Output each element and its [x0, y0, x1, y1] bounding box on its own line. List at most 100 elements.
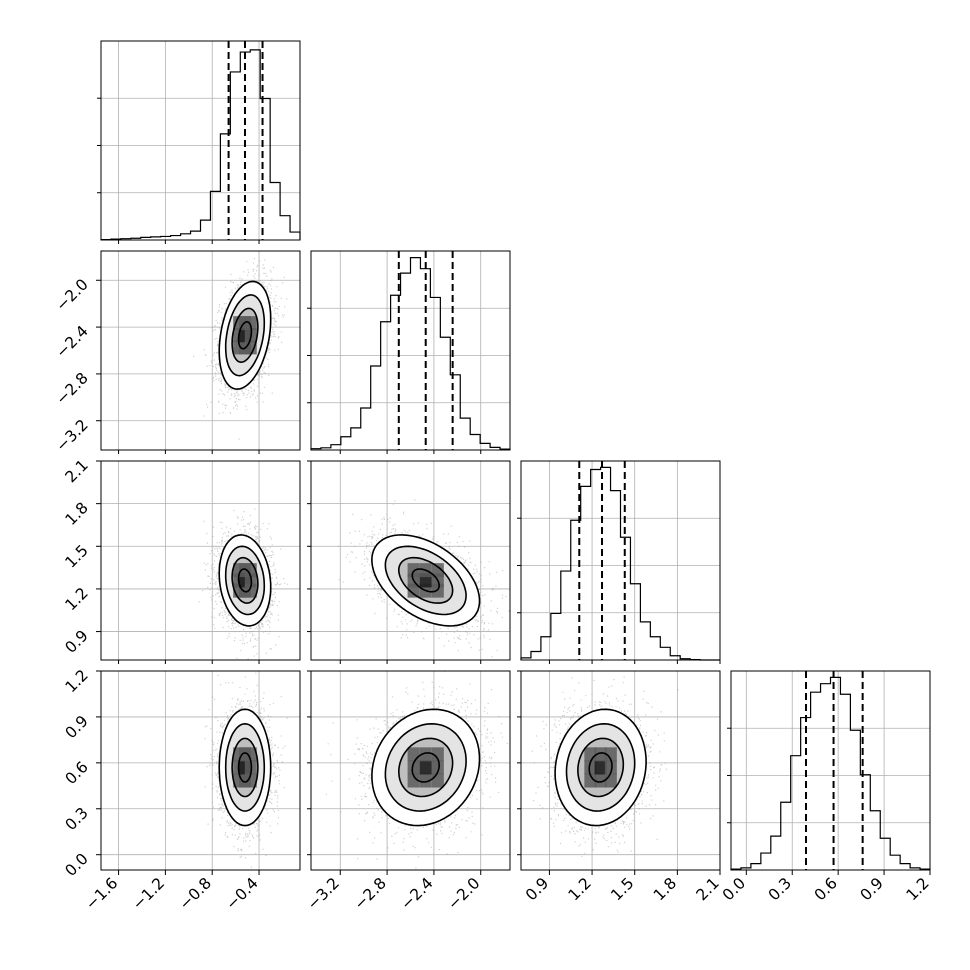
contour-line: [384, 722, 467, 812]
histogram-line: [520, 466, 720, 661]
histogram-line: [100, 49, 301, 241]
histogram-panel-0: [97, 40, 301, 241]
x-tick-label: 1.2: [565, 874, 595, 904]
x-tick-label: −1.2: [129, 874, 168, 913]
density-block: [407, 747, 420, 762]
histogram-line: [310, 257, 511, 450]
contour-line: [231, 737, 259, 798]
contour-line: [237, 568, 253, 593]
contour-line: [218, 708, 272, 827]
density-block: [604, 747, 617, 762]
histogram-panel-1: [307, 250, 511, 451]
contour-line: [224, 294, 266, 377]
panel-frame: [100, 40, 301, 241]
contour-line: [554, 708, 647, 827]
scatter-panel-3-1: [310, 670, 511, 871]
contour-line: [398, 556, 454, 604]
contour-line: [588, 752, 613, 783]
contour-line: [237, 320, 253, 350]
y-tick-label: 2.1: [62, 456, 92, 486]
x-tick-label: 0.6: [811, 874, 841, 904]
density-block: [604, 760, 617, 775]
x-tick-label: 0.3: [765, 874, 795, 904]
density-block: [594, 760, 607, 775]
x-tick-label: 1.5: [607, 874, 637, 904]
histogram-line: [730, 676, 931, 870]
density-block: [419, 773, 432, 788]
contour-line: [371, 708, 481, 827]
y-tick-label: 0.9: [62, 712, 92, 742]
panel-frame: [100, 250, 301, 451]
density-block: [244, 773, 257, 788]
panel-frame: [310, 250, 511, 451]
scatter-area: [311, 671, 510, 870]
y-tick-label: −2.4: [52, 322, 91, 361]
scatter-area: [101, 461, 300, 660]
x-tick-label: 0.0: [719, 874, 749, 904]
density-block: [407, 563, 420, 578]
scatter-panel-1-0: [100, 250, 301, 451]
contour-line: [224, 722, 266, 812]
density-block: [244, 316, 257, 331]
contour-line: [218, 534, 272, 627]
histogram-panel-3: [727, 670, 931, 871]
density-block: [584, 773, 597, 788]
contour-line: [565, 722, 636, 812]
y-tick-label: 1.5: [62, 541, 92, 571]
density-block: [584, 760, 597, 775]
contour-line: [231, 556, 259, 604]
contour-line: [231, 307, 259, 364]
panel-frame: [520, 460, 721, 661]
scatter-panel-3-0: [100, 670, 301, 871]
y-tick-label: 0.9: [62, 627, 92, 657]
contour-line: [384, 545, 467, 616]
panel-frame: [310, 460, 511, 661]
y-tick-label: 0.3: [62, 804, 92, 834]
y-tick-label: −2.8: [52, 369, 91, 408]
scatter-panel-2-0: [100, 460, 301, 661]
y-tick-label: 1.8: [62, 499, 92, 529]
contour-line: [397, 737, 454, 798]
panel-frame: [520, 670, 721, 871]
x-tick-label: 0.9: [522, 874, 552, 904]
density-block: [431, 747, 444, 762]
density-block: [594, 747, 607, 762]
scatter-area: [311, 461, 510, 660]
panel-frame: [100, 670, 301, 871]
density-block: [407, 760, 420, 775]
histogram-panel-2: [517, 460, 721, 661]
x-tick-label: −2.4: [397, 874, 436, 913]
panel-frame: [100, 460, 301, 661]
y-tick-label: 0.6: [62, 758, 92, 788]
contour-line: [224, 545, 266, 616]
density-block: [419, 747, 432, 762]
y-tick-label: −2.0: [52, 275, 91, 314]
x-tick-label: −2.0: [444, 874, 483, 913]
scatter-area: [101, 671, 300, 870]
density-block: [244, 747, 257, 762]
scatter-panel-3-2: [520, 670, 721, 871]
y-tick-label: 0.0: [62, 850, 92, 880]
density-block: [407, 773, 420, 788]
scatter-area: [101, 251, 300, 450]
x-tick-label: 2.1: [693, 874, 723, 904]
y-tick-label: −3.2: [52, 416, 91, 455]
contour-line: [218, 280, 272, 390]
x-tick-label: 1.2: [903, 874, 933, 904]
contour-line: [237, 752, 253, 783]
x-tick-label: 1.8: [650, 874, 680, 904]
x-tick-label: −3.2: [304, 874, 343, 913]
scatter-area: [521, 671, 720, 870]
panel-frame: [730, 670, 931, 871]
density-block: [604, 773, 617, 788]
contour-line: [411, 568, 440, 593]
y-tick-label: 1.2: [62, 584, 92, 614]
density-block: [431, 563, 444, 578]
x-tick-label: −0.4: [223, 874, 262, 913]
panel-frame: [310, 670, 511, 871]
x-tick-label: −2.8: [351, 874, 390, 913]
contour-line: [577, 737, 625, 798]
scatter-panel-2-1: [310, 460, 511, 661]
y-tick-label: 1.2: [62, 666, 92, 696]
